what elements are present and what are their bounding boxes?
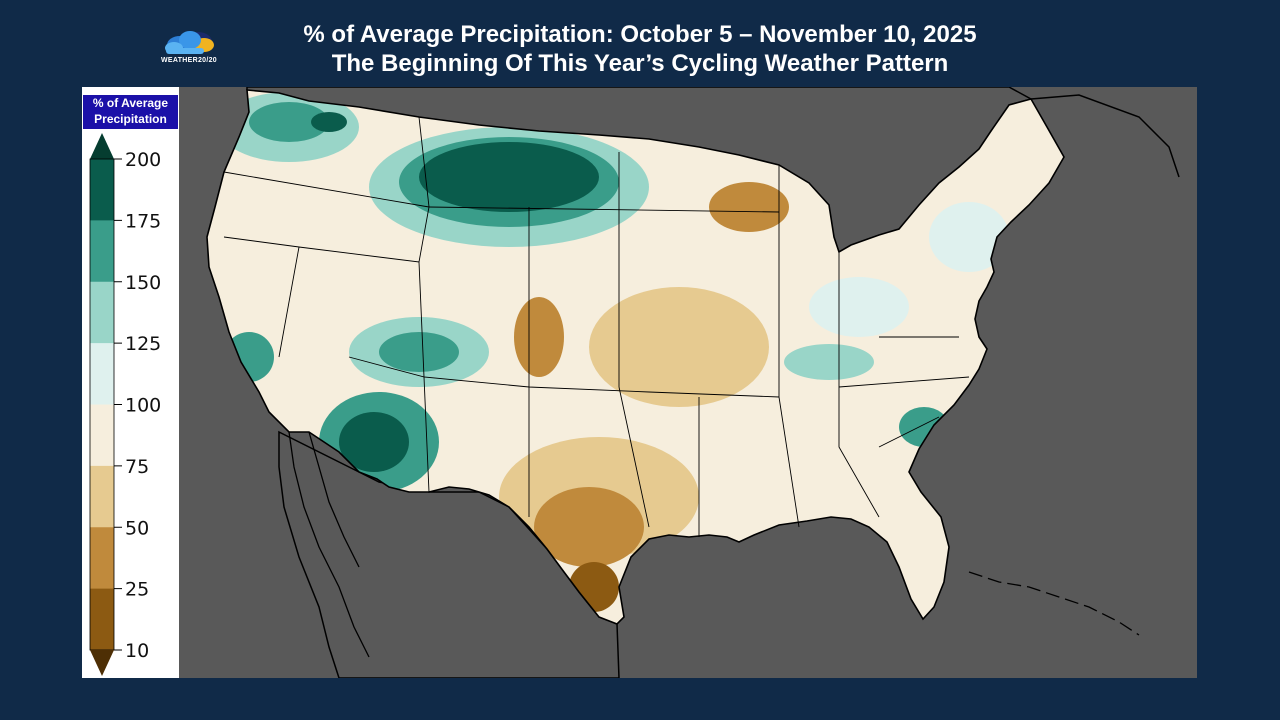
contour-kentucky-wet [784,344,874,380]
colorbar-band [90,281,114,344]
colorbar-tick-label: 200 [125,149,161,171]
colorbar-band [90,465,114,528]
colorbar-tick-label: 125 [125,333,161,355]
logo-text: WEATHER20/20 [161,57,217,64]
contour-northwest-core [311,112,347,132]
contour-ohio-wet [809,277,909,337]
title-block: % of Average Precipitation: October 5 – … [200,20,1080,78]
color-legend: 200 175 150 125 100 75 50 25 10 % of Average Pre… [82,87,179,678]
colorbar-band [90,527,114,590]
colorbar-band [90,343,114,405]
colorbar: 200 175 150 125 100 75 50 25 10 [89,133,161,676]
page-title: % of Average Precipitation: October 5 – … [303,21,977,48]
contour-northwest-wetter [249,102,329,142]
contour-plains-dry [589,287,769,407]
baja-coast [288,431,370,658]
contour-dakota-core [419,142,599,212]
us-outline [206,89,1065,625]
precipitation-map [179,87,1197,678]
colorbar-bottom-arrow [90,650,114,676]
legend-title-line2: Precipitation [94,112,167,126]
contour-texas-drier [534,487,644,567]
legend-title: % of Average Precipitation [83,95,178,129]
colorbar-band [90,159,114,221]
colorbar-tick-label: 25 [125,579,149,601]
us-map-svg [206,87,1180,678]
contour-utah-core [379,332,459,372]
cuba-coast [968,571,1140,636]
colorbar-tick-label: 150 [125,272,161,294]
page-subtitle: The Beginning Of This Year’s Cycling Wea… [331,50,949,77]
colorbar-band [90,404,114,467]
colorbar-band [90,588,114,651]
weather2020-logo: WEATHER20/20 [152,28,226,68]
contour-colorado-dry [514,297,564,377]
colorbar-tick-label: 10 [125,640,149,662]
contour-texas-core [569,562,619,612]
colorbar-tick-label: 50 [125,517,149,539]
contour-great-lakes-dry [709,182,789,232]
colorbar-top-arrow [90,133,114,159]
colorbar-tick-label: 175 [125,210,161,232]
precip-contours [219,92,1009,612]
contour-northeast-wet [929,202,1009,272]
colorbar-tick-label: 75 [125,456,149,478]
cloud-logo-icon [165,31,214,54]
contour-arizona-core [339,412,409,472]
colorbar-band [90,220,114,283]
legend-title-line1: % of Average [92,96,169,110]
colorbar-tick-label: 100 [125,395,161,417]
